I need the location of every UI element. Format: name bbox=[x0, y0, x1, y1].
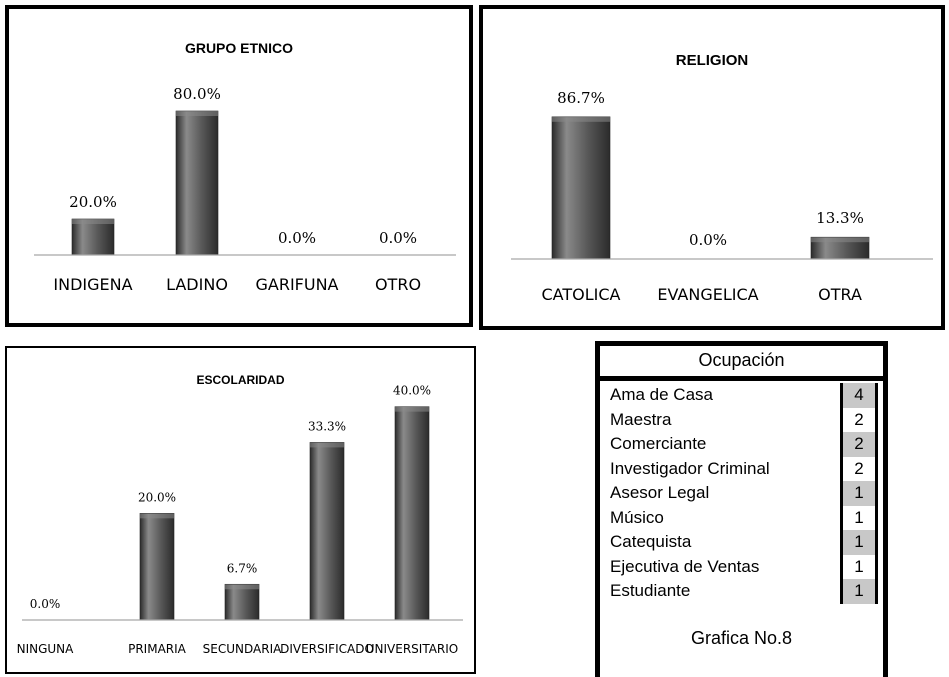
bar-cap-secundaria bbox=[225, 584, 259, 590]
category-label-otra: OTRA bbox=[818, 285, 862, 304]
category-label-diversificado: DIVERSIFICADO bbox=[280, 642, 374, 656]
category-label-indigena: INDIGENA bbox=[53, 275, 132, 294]
category-label-ninguna: NINGUNA bbox=[17, 642, 75, 656]
table-row-value: 1 bbox=[840, 554, 878, 579]
data-label-ladino: 80.0% bbox=[173, 85, 221, 103]
category-label-otro: OTRO bbox=[375, 275, 421, 294]
data-label-otro: 0.0% bbox=[379, 229, 417, 247]
data-label-evangelica: 0.0% bbox=[689, 231, 727, 249]
table-row-value: 1 bbox=[840, 530, 878, 555]
category-label-evangelica: EVANGELICA bbox=[657, 285, 758, 304]
bar-cap-indigena bbox=[72, 219, 114, 224]
chart-title: GRUPO ETNICO bbox=[185, 40, 293, 56]
data-label-ninguna: 0.0% bbox=[30, 597, 61, 611]
data-label-otra: 13.3% bbox=[816, 209, 864, 227]
bar-cap-universitario bbox=[395, 406, 429, 412]
category-label-garifuna: GARIFUNA bbox=[255, 275, 338, 294]
table-row-label: Maestra bbox=[610, 409, 672, 429]
chart-grupo-etnico: GRUPO ETNICO 20.0% INDIGENA 80.0% LADINO 0.0%… bbox=[34, 40, 456, 294]
bar-indigena bbox=[71, 218, 115, 256]
chart-panel-escolaridad: ESCOLARIDAD 0.0% NINGUNA 20.0% PRIMARIA 6.7% S… bbox=[5, 346, 476, 674]
data-label-primaria: 20.0% bbox=[138, 490, 176, 504]
data-label-garifuna: 0.0% bbox=[278, 229, 316, 247]
table-row-value: 1 bbox=[840, 505, 878, 530]
table-row-label: Ejecutiva de Ventas bbox=[610, 556, 760, 576]
table-title: Ocupación bbox=[698, 350, 785, 370]
table-row-label: Comerciante bbox=[610, 434, 707, 453]
table-row-value: 2 bbox=[840, 432, 878, 457]
bar-universitario bbox=[394, 406, 430, 621]
table-row-value: 1 bbox=[840, 579, 878, 604]
bar-secundaria bbox=[224, 583, 260, 621]
table-row-label: Catequista bbox=[610, 532, 692, 551]
category-label-secundaria: SECUNDARIA bbox=[203, 642, 282, 656]
bar-cap-primaria bbox=[140, 513, 174, 519]
bar-cap-diversificado bbox=[310, 442, 344, 448]
data-label-indigena: 20.0% bbox=[69, 193, 117, 211]
bar-cap-catolica bbox=[552, 116, 610, 122]
data-label-catolica: 86.7% bbox=[557, 89, 605, 107]
table-row-label: Músico bbox=[610, 507, 664, 527]
table-row-value: 2 bbox=[840, 407, 878, 432]
table-title-rule bbox=[600, 376, 883, 381]
bar-ladino bbox=[175, 110, 219, 256]
table-caption: Grafica No.8 bbox=[690, 628, 793, 648]
table-rows: Ama de Casa 4 Maestra 2 Comerciante 2 Investig… bbox=[600, 383, 883, 623]
occupation-table: Ocupación Ama de Casa 4 Maestra 2 Comerciant… bbox=[595, 341, 888, 677]
bar-cap-otra bbox=[811, 237, 869, 243]
chart-panel-grupo-etnico: GRUPO ETNICO 20.0% INDIGENA 80.0% LADINO 0.0%… bbox=[5, 5, 473, 327]
table-row-value: 2 bbox=[840, 456, 878, 481]
bar-catolica bbox=[551, 116, 611, 260]
bar-cap-ladino bbox=[176, 111, 218, 116]
category-label-catolica: CATOLICA bbox=[542, 285, 621, 304]
table-row-label: Investigador Criminal bbox=[610, 458, 770, 478]
category-label-ladino: LADINO bbox=[166, 275, 228, 294]
table-row-value: 4 bbox=[840, 383, 878, 408]
chart-title: ESCOLARIDAD bbox=[196, 373, 284, 387]
category-label-primaria: PRIMARIA bbox=[128, 642, 187, 656]
table-row-value: 1 bbox=[840, 481, 878, 506]
chart-title: RELIGION bbox=[676, 52, 749, 69]
chart-escolaridad: ESCOLARIDAD 0.0% NINGUNA 20.0% PRIMARIA 6.7% S… bbox=[17, 373, 463, 656]
table-row-label: Estudiante bbox=[610, 581, 691, 600]
data-label-universitario: 40.0% bbox=[393, 384, 431, 398]
data-label-secundaria: 6.7% bbox=[227, 561, 258, 575]
category-label-universitario: UNIVERSITARIO bbox=[366, 642, 459, 656]
table-row-label: Asesor Legal bbox=[610, 483, 710, 502]
bar-diversificado bbox=[309, 442, 345, 621]
table-row-label: Ama de Casa bbox=[610, 385, 713, 404]
chart-panel-religion: RELIGION 86.7% CATOLICA 0.0% EVANGELICA 13.3%… bbox=[479, 5, 945, 330]
chart-religion: RELIGION 86.7% CATOLICA 0.0% EVANGELICA 13.3%… bbox=[511, 52, 933, 304]
bar-primaria bbox=[139, 513, 175, 621]
data-label-diversificado: 33.3% bbox=[308, 419, 346, 433]
